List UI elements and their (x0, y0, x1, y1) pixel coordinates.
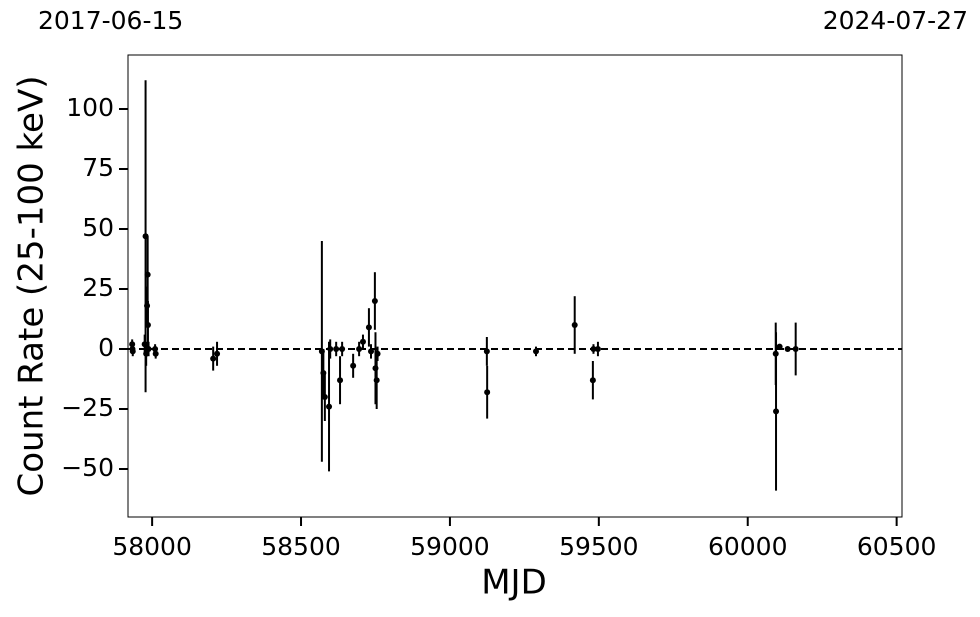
y-tick-label: 0 (98, 333, 114, 362)
data-point (359, 338, 366, 345)
data-point (371, 298, 378, 304)
data-point (152, 350, 159, 357)
x-tick-label: 59500 (559, 532, 639, 561)
y-tick-label: 25 (82, 273, 114, 302)
y-tick-label: 100 (66, 93, 114, 122)
x-tick-label: 58000 (112, 532, 192, 561)
y-axis-label: Count Rate (25-100 keV) (12, 76, 52, 497)
y-tick-label: 75 (82, 153, 114, 182)
data-point (532, 348, 539, 355)
data-point (214, 350, 221, 357)
data-point (571, 322, 578, 328)
x-tick-label: 59000 (410, 532, 490, 561)
end-date: 2024-07-27 (823, 6, 968, 35)
data-point (373, 377, 380, 384)
plot-frame (127, 54, 903, 518)
x-axis-label: MJD (481, 563, 547, 603)
start-date: 2017-06-15 (38, 6, 183, 35)
data-point (589, 377, 596, 384)
data-point (339, 346, 346, 352)
data-point (210, 355, 217, 362)
data-point (776, 343, 783, 350)
data-point (145, 346, 152, 352)
data-point (483, 348, 490, 355)
y-tick-label: −25 (61, 393, 114, 422)
data-point (333, 346, 340, 352)
data-point (484, 389, 491, 396)
data-point (594, 346, 601, 352)
data-point (792, 346, 799, 352)
data-point (350, 362, 357, 369)
data-point (356, 346, 363, 352)
data-point (144, 271, 151, 278)
data-point (368, 348, 375, 355)
y-tick-label: −50 (61, 453, 114, 482)
data-point (365, 324, 372, 331)
y-tick-label: 50 (82, 213, 114, 242)
data-point (337, 377, 344, 384)
x-tick-label: 60000 (708, 532, 788, 561)
data-point (784, 346, 791, 352)
data-point (326, 403, 333, 410)
data-point (374, 350, 381, 357)
data-point (144, 322, 151, 328)
data-point (129, 348, 136, 355)
data-point (773, 408, 780, 415)
x-tick-label: 60500 (857, 532, 937, 561)
data-point (590, 346, 597, 352)
data-point (321, 394, 328, 400)
data-point (327, 346, 334, 352)
x-tick-label: 58500 (261, 532, 341, 561)
